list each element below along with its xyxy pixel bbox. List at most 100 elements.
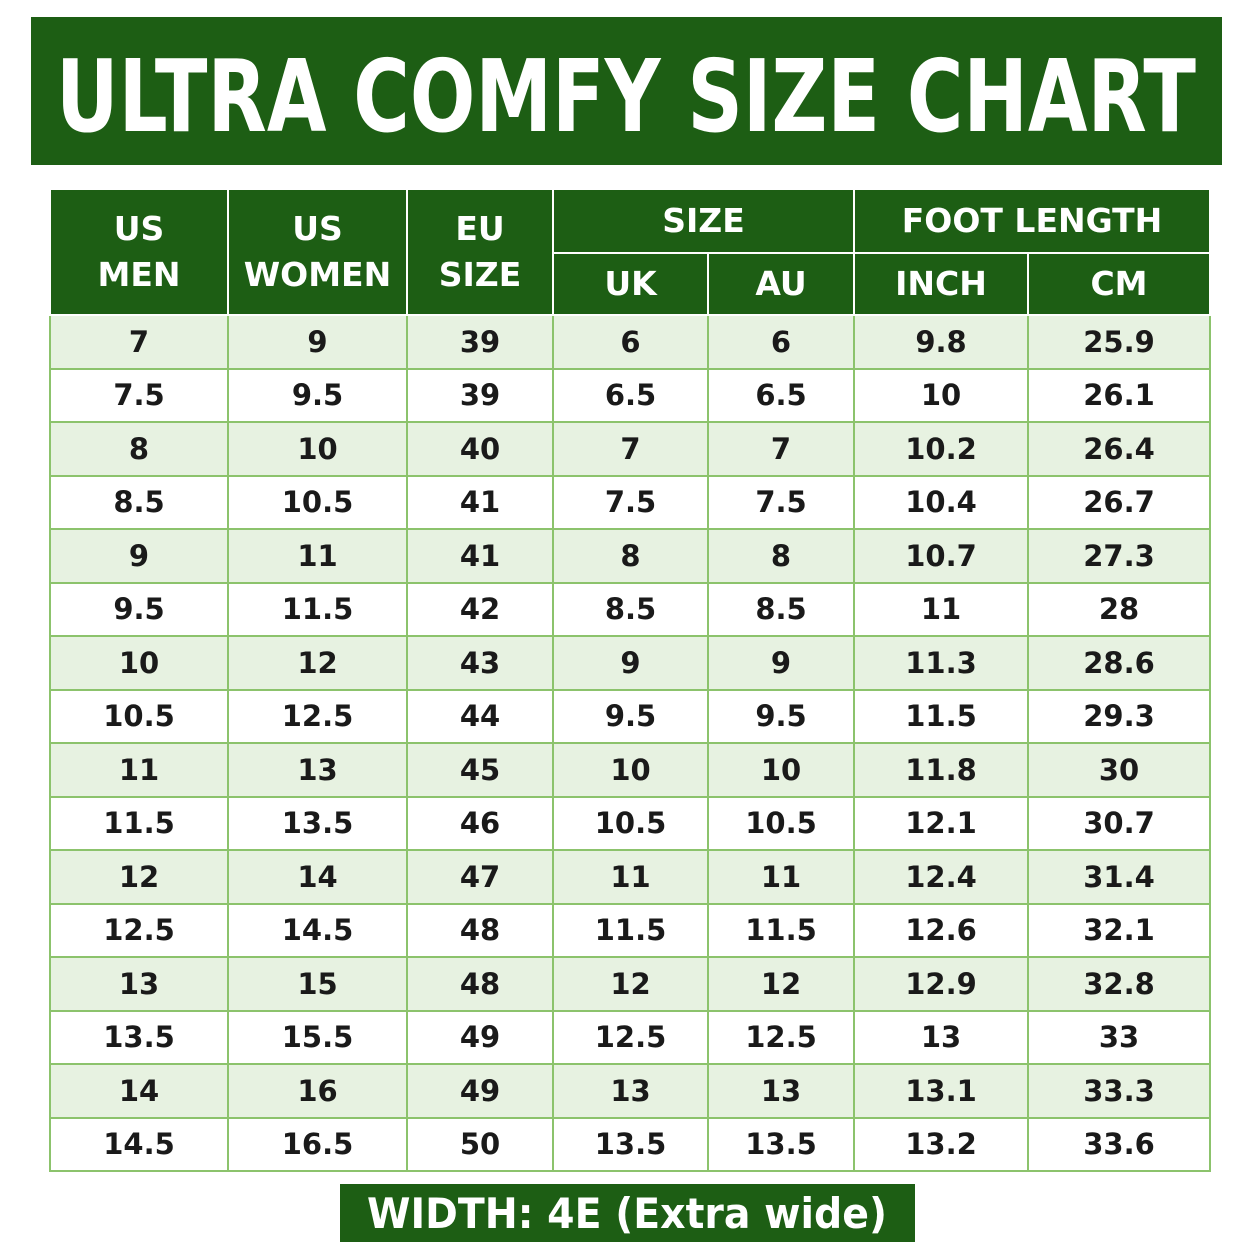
column-header: AU bbox=[707, 252, 855, 316]
table-cell: 6 bbox=[552, 314, 709, 370]
column-header: CM bbox=[1026, 252, 1212, 316]
subheader-row: UK AU INCH CM bbox=[50, 252, 1212, 316]
table-cell: 26.7 bbox=[1026, 474, 1212, 530]
table-cell: 41 bbox=[406, 474, 554, 530]
table-cell: 14 bbox=[227, 849, 408, 905]
footer-note: WIDTH: 4E (Extra wide) bbox=[367, 1189, 887, 1238]
table-row: 12 14 47 11 11 12.4 31.4 bbox=[49, 849, 1212, 905]
table-cell: 11.5 bbox=[552, 902, 709, 958]
table-cell: 9.5 bbox=[552, 688, 709, 744]
table-cell: 41 bbox=[406, 528, 554, 584]
table-cell: 7 bbox=[552, 421, 709, 477]
table-cell: 13.5 bbox=[49, 1009, 229, 1065]
table-cell: 40 bbox=[406, 421, 554, 477]
table-cell: 30.7 bbox=[1026, 795, 1212, 851]
table-cell: 10.5 bbox=[227, 474, 408, 530]
table-cell: 32.1 bbox=[1026, 902, 1212, 958]
group-header: SIZE bbox=[552, 188, 855, 254]
table-cell: 49 bbox=[406, 1009, 554, 1065]
table-cell: 10.4 bbox=[853, 474, 1029, 530]
table-cell: 31.4 bbox=[1026, 849, 1212, 905]
table-cell: 13 bbox=[707, 1063, 855, 1119]
table-cell: 12 bbox=[707, 956, 855, 1012]
table-cell: 10 bbox=[49, 635, 229, 691]
header-row: US MEN US WOMEN EU SIZE SIZE FOOT LENGTH bbox=[49, 188, 1212, 316]
table-cell: 12.5 bbox=[227, 688, 408, 744]
table-cell: 13 bbox=[49, 956, 229, 1012]
table-row: 11 13 45 10 10 11.8 30 bbox=[49, 742, 1212, 798]
table-cell: 6.5 bbox=[552, 367, 709, 423]
table-cell: 7.5 bbox=[552, 474, 709, 530]
column-header: EU SIZE bbox=[406, 188, 554, 316]
table-head: US MEN US WOMEN EU SIZE SIZE FOOT LENGTH UK AU… bbox=[49, 188, 1212, 316]
table-cell: 39 bbox=[406, 367, 554, 423]
table-cell: 8 bbox=[49, 421, 229, 477]
table-cell: 11.5 bbox=[49, 795, 229, 851]
table-cell: 12 bbox=[227, 635, 408, 691]
table-cell: 10 bbox=[707, 742, 855, 798]
table-row: 12.5 14.5 48 11.5 11.5 12.6 32.1 bbox=[49, 902, 1212, 958]
table-cell: 10 bbox=[552, 742, 709, 798]
table-row: 10.5 12.5 44 9.5 9.5 11.5 29.3 bbox=[49, 688, 1212, 744]
group-header: FOOT LENGTH bbox=[852, 188, 1212, 254]
size-table: US MEN US WOMEN EU SIZE SIZE FOOT LENGTH UK AU… bbox=[49, 188, 1212, 1172]
title-graphic: ULTRA COMFY SIZE CHART bbox=[56, 38, 1196, 155]
table-cell: 9 bbox=[552, 635, 709, 691]
table-cell: 33 bbox=[1026, 1009, 1212, 1065]
table-cell: 45 bbox=[406, 742, 554, 798]
table-cell: 32.8 bbox=[1026, 956, 1212, 1012]
table-cell: 48 bbox=[406, 902, 554, 958]
table-cell: 16 bbox=[227, 1063, 408, 1119]
table-row: 13 15 48 12 12 12.9 32.8 bbox=[49, 956, 1212, 1012]
column-header: US MEN bbox=[49, 188, 229, 316]
table-cell: 33.6 bbox=[1026, 1116, 1212, 1172]
table-cell: 14 bbox=[49, 1063, 229, 1119]
table-cell: 13 bbox=[227, 742, 408, 798]
table-cell: 15 bbox=[227, 956, 408, 1012]
table-row: 8.5 10.5 41 7.5 7.5 10.4 26.7 bbox=[49, 474, 1212, 530]
table-cell: 7 bbox=[49, 314, 229, 370]
table-cell: 9 bbox=[49, 528, 229, 584]
table-cell: 7.5 bbox=[49, 367, 229, 423]
table-cell: 10.5 bbox=[49, 688, 229, 744]
table-cell: 9.8 bbox=[853, 314, 1029, 370]
table-cell: 12 bbox=[552, 956, 709, 1012]
table-cell: 11.3 bbox=[853, 635, 1029, 691]
table-cell: 11 bbox=[49, 742, 229, 798]
table-cell: 12.9 bbox=[853, 956, 1029, 1012]
table-cell: 12.5 bbox=[552, 1009, 709, 1065]
table-cell: 14.5 bbox=[49, 1116, 229, 1172]
table-cell: 9.5 bbox=[227, 367, 408, 423]
table-cell: 49 bbox=[406, 1063, 554, 1119]
table-cell: 26.4 bbox=[1026, 421, 1212, 477]
table-cell: 12.6 bbox=[853, 902, 1029, 958]
table-cell: 28.6 bbox=[1026, 635, 1212, 691]
table-row: 14.5 16.5 50 13.5 13.5 13.2 33.6 bbox=[49, 1116, 1212, 1172]
table-cell: 44 bbox=[406, 688, 554, 744]
table-cell: 42 bbox=[406, 581, 554, 637]
table-cell: 8.5 bbox=[707, 581, 855, 637]
table-cell: 29.3 bbox=[1026, 688, 1212, 744]
table-cell: 9.5 bbox=[49, 581, 229, 637]
title: ULTRA COMFY SIZE CHART bbox=[56, 38, 1196, 155]
table-body: 7 9 39 6 6 9.8 25.9 7.5 9.5 39 6.5 6.5 10 26.1 8 10 40 7 7… bbox=[49, 314, 1212, 1172]
table-row: 7.5 9.5 39 6.5 6.5 10 26.1 bbox=[49, 367, 1212, 423]
table-cell: 13.5 bbox=[552, 1116, 709, 1172]
table-cell: 39 bbox=[406, 314, 554, 370]
table-cell: 13.5 bbox=[227, 795, 408, 851]
table-row: 13.5 15.5 49 12.5 12.5 13 33 bbox=[49, 1009, 1212, 1065]
table-cell: 30 bbox=[1026, 742, 1212, 798]
table-cell: 13.5 bbox=[707, 1116, 855, 1172]
table-cell: 13.1 bbox=[853, 1063, 1029, 1119]
table-cell: 27.3 bbox=[1026, 528, 1212, 584]
column-header: INCH bbox=[853, 252, 1029, 316]
table-cell: 13.2 bbox=[853, 1116, 1029, 1172]
table-cell: 6.5 bbox=[707, 367, 855, 423]
column-header: US WOMEN bbox=[227, 188, 408, 316]
table-cell: 8.5 bbox=[49, 474, 229, 530]
table-cell: 50 bbox=[406, 1116, 554, 1172]
table-cell: 7 bbox=[707, 421, 855, 477]
table-cell: 11 bbox=[227, 528, 408, 584]
table-cell: 43 bbox=[406, 635, 554, 691]
